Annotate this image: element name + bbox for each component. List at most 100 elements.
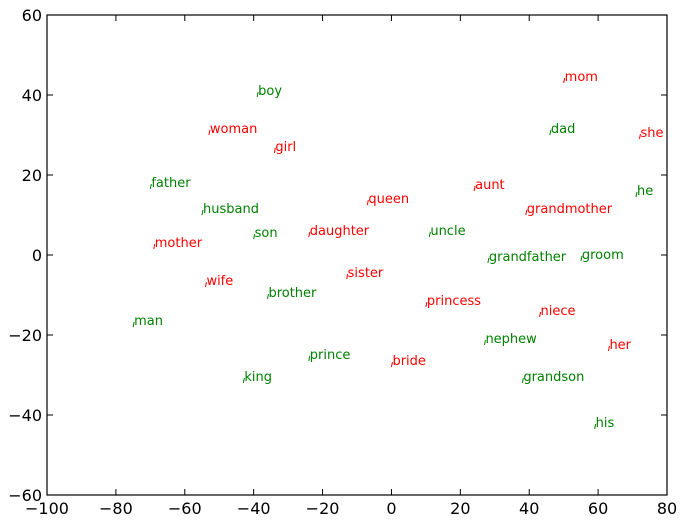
point-boy: boy bbox=[256, 84, 282, 99]
point-label: brother bbox=[268, 286, 317, 301]
point-marker bbox=[253, 233, 256, 240]
point-label: woman bbox=[210, 122, 257, 137]
point-grandfather: grandfather bbox=[487, 250, 567, 265]
point-marker bbox=[635, 191, 638, 198]
point-he: he bbox=[635, 184, 653, 199]
point-label: her bbox=[609, 338, 631, 353]
point-marker bbox=[525, 209, 528, 216]
point-marker bbox=[266, 293, 269, 300]
axis-ticks bbox=[46, 14, 668, 496]
point-label: boy bbox=[258, 84, 282, 99]
point-label: daughter bbox=[310, 224, 370, 239]
point-husband: husband bbox=[201, 202, 259, 217]
point-uncle: uncle bbox=[428, 224, 466, 239]
point-marker bbox=[594, 423, 597, 430]
point-princess: princess bbox=[425, 294, 481, 309]
point-marker bbox=[208, 129, 211, 136]
point-son: son bbox=[253, 226, 278, 241]
point-label: son bbox=[255, 226, 278, 241]
point-label: he bbox=[637, 184, 653, 199]
point-her: her bbox=[607, 338, 632, 353]
point-grandmother: grandmother bbox=[525, 202, 613, 217]
point-marker bbox=[366, 199, 369, 206]
point-label: nephew bbox=[485, 332, 537, 347]
x-tick-label: 60 bbox=[588, 499, 608, 518]
point-marker bbox=[153, 243, 156, 250]
point-marker bbox=[487, 257, 490, 264]
point-marker bbox=[473, 185, 476, 192]
point-marker bbox=[149, 183, 152, 190]
x-tick-labels: −100 −80 −60 −40 −20 0 20 40 60 80 bbox=[25, 499, 677, 518]
point-brother: brother bbox=[266, 286, 317, 301]
point-marker bbox=[563, 77, 566, 84]
point-dad: dad bbox=[549, 122, 575, 137]
point-mother: mother bbox=[153, 236, 203, 251]
point-sister: sister bbox=[346, 266, 384, 281]
point-label: aunt bbox=[475, 178, 505, 193]
point-label: groom bbox=[582, 248, 624, 263]
point-mom: mom bbox=[563, 70, 598, 85]
point-nephew: nephew bbox=[483, 332, 537, 347]
point-label: husband bbox=[203, 202, 259, 217]
point-she: she bbox=[638, 126, 663, 141]
point-marker bbox=[428, 231, 431, 238]
point-girl: girl bbox=[273, 140, 296, 155]
point-marker bbox=[549, 129, 552, 136]
point-label: grandson bbox=[523, 370, 584, 385]
point-marker bbox=[273, 147, 276, 154]
point-label: father bbox=[151, 176, 191, 191]
point-daughter: daughter bbox=[308, 224, 370, 239]
point-groom: groom bbox=[580, 248, 624, 263]
point-grandson: grandson bbox=[521, 370, 584, 385]
point-label: king bbox=[244, 370, 272, 385]
y-tick-label: 0 bbox=[32, 246, 42, 265]
point-label: uncle bbox=[430, 224, 465, 239]
point-marker bbox=[521, 377, 524, 384]
point-bride: bride bbox=[390, 354, 426, 369]
y-tick-label: 20 bbox=[22, 166, 42, 185]
point-marker bbox=[132, 321, 135, 328]
scatter-points: mom boy woman dad she girl father aunt he queen hu… bbox=[132, 70, 663, 431]
y-tick-label: −40 bbox=[8, 406, 42, 425]
point-prince: prince bbox=[308, 348, 350, 363]
point-marker bbox=[580, 255, 583, 262]
x-tick-label: 80 bbox=[657, 499, 677, 518]
x-tick-label: 40 bbox=[519, 499, 539, 518]
point-marker bbox=[242, 377, 245, 384]
point-label: wife bbox=[206, 274, 233, 289]
point-wife: wife bbox=[204, 274, 233, 289]
point-label: mother bbox=[155, 236, 203, 251]
point-marker bbox=[390, 361, 393, 368]
point-label: she bbox=[640, 126, 663, 141]
point-marker bbox=[204, 281, 207, 288]
x-tick-label: −100 bbox=[25, 499, 69, 518]
x-tick-label: −20 bbox=[306, 499, 340, 518]
y-tick-label: −20 bbox=[8, 326, 42, 345]
point-king: king bbox=[242, 370, 272, 385]
y-tick-label: −60 bbox=[8, 486, 42, 505]
point-aunt: aunt bbox=[473, 178, 505, 193]
point-label: his bbox=[596, 416, 615, 431]
point-label: niece bbox=[541, 304, 576, 319]
point-marker bbox=[425, 301, 428, 308]
point-marker bbox=[308, 355, 311, 362]
x-tick-label: −40 bbox=[237, 499, 271, 518]
point-marker bbox=[201, 209, 204, 216]
y-tick-labels: −60 −40 −20 0 20 40 60 bbox=[8, 6, 42, 505]
x-tick-label: 0 bbox=[386, 499, 396, 518]
point-label: dad bbox=[551, 122, 575, 137]
point-label: grandmother bbox=[527, 202, 613, 217]
point-niece: niece bbox=[539, 304, 576, 319]
x-tick-label: −80 bbox=[99, 499, 133, 518]
point-woman: woman bbox=[208, 122, 257, 137]
x-tick-label: 20 bbox=[450, 499, 470, 518]
point-label: sister bbox=[348, 266, 384, 281]
point-marker bbox=[346, 273, 349, 280]
point-label: bride bbox=[392, 354, 425, 369]
point-father: father bbox=[149, 176, 191, 191]
point-marker bbox=[256, 91, 259, 98]
x-tick-label: −60 bbox=[168, 499, 202, 518]
point-marker bbox=[638, 133, 641, 140]
point-marker bbox=[483, 339, 486, 346]
